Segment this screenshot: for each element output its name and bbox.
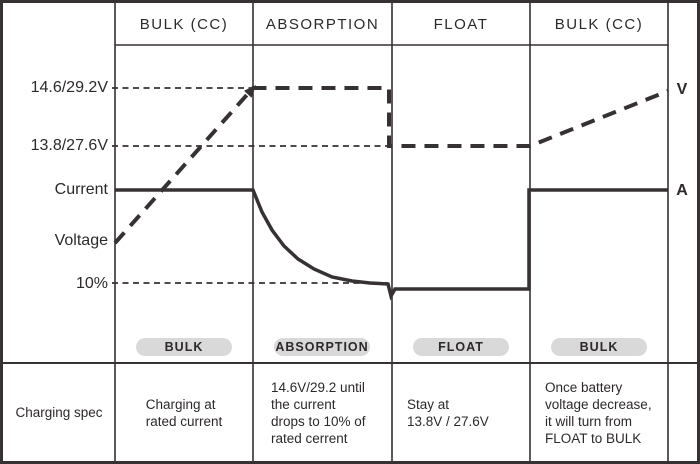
axis-label-voltage: Voltage [54, 232, 108, 249]
axis-label-a: A [676, 182, 688, 199]
stage-header-absorption: ABSORPTION [265, 15, 380, 33]
spec-cell-bulk-1: Charging at rated current [145, 396, 223, 429]
spec-row-label: Charging spec [15, 405, 103, 420]
axis-label-v: V [676, 81, 688, 98]
stage-header-bulk-1: BULK (CC) [139, 15, 229, 33]
axis-label-ten-percent: 10% [75, 275, 108, 292]
stage-header-bulk-2: BULK (CC) [554, 15, 644, 33]
stage-header-float: FLOAT [433, 15, 489, 33]
stage-pill-bulk-1: BULK [136, 338, 232, 356]
spec-cell-bulk-2: Once battery voltage decrease, it will t… [545, 379, 652, 446]
stage-pill-float: FLOAT [413, 338, 509, 356]
guide-lines [112, 87, 388, 284]
arrowhead-icon [244, 85, 256, 98]
axis-label-absorption-voltage: 14.6/29.2V [30, 79, 108, 96]
curve-voltage [113, 86, 669, 245]
axis-label-float-voltage: 13.8/27.6V [30, 137, 108, 154]
spec-cell-absorption: 14.6V/29.2 until the current drops to 10… [271, 379, 366, 446]
grid-lines [3, 3, 697, 461]
stage-pill-absorption: ABSORPTION [274, 338, 370, 356]
axis-label-current: Current [54, 181, 108, 198]
spec-cell-float: Stay at 13.8V / 27.6V [407, 396, 489, 429]
stage-pill-bulk-2: BULK [551, 338, 647, 356]
curve-current [115, 188, 668, 301]
curves [113, 86, 669, 301]
